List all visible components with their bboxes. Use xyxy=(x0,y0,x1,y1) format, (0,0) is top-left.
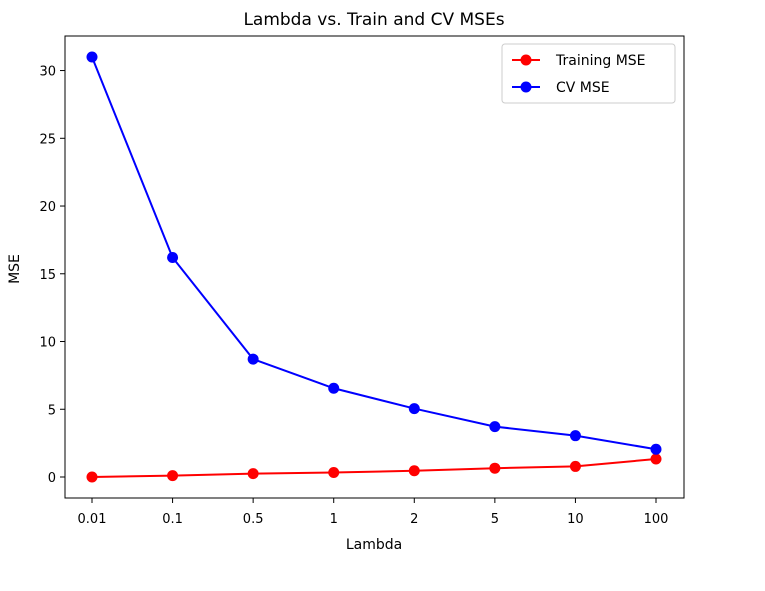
training-mse-point xyxy=(328,467,340,479)
cv-mse-point xyxy=(489,421,501,433)
cv-mse-point xyxy=(408,403,420,415)
x-tick-label: 100 xyxy=(644,512,669,527)
legend-label: Training MSE xyxy=(555,53,646,69)
x-tick-label: 10 xyxy=(567,512,584,527)
cv-mse-point xyxy=(569,430,581,442)
training-mse-point xyxy=(247,468,259,480)
x-tick-label: 0.5 xyxy=(243,512,264,527)
y-tick-label: 30 xyxy=(39,65,56,80)
x-tick-label: 0.01 xyxy=(78,512,107,527)
y-tick-label: 0 xyxy=(48,471,56,486)
chart-title: Lambda vs. Train and CV MSEs xyxy=(243,10,504,30)
y-tick-label: 10 xyxy=(39,336,56,351)
training-mse-point xyxy=(569,460,581,472)
cv-mse-point xyxy=(247,353,259,365)
plot-area xyxy=(86,51,662,483)
x-tick-label: 0.1 xyxy=(162,512,183,527)
training-mse-point xyxy=(650,453,662,465)
training-mse-point xyxy=(408,465,420,477)
y-tick-label: 20 xyxy=(39,200,56,215)
x-tick-label: 1 xyxy=(330,512,338,527)
legend-frame xyxy=(501,43,676,104)
series-line-training-mse xyxy=(91,457,657,478)
y-axis-label: MSE xyxy=(7,254,23,284)
legend-label: CV MSE xyxy=(556,80,610,96)
x-tick-label: 2 xyxy=(410,512,418,527)
y-tick-label: 5 xyxy=(48,403,56,418)
cv-mse-point xyxy=(86,51,98,63)
x-tick-label: 5 xyxy=(491,512,499,527)
y-tick-label: 15 xyxy=(39,268,56,283)
training-mse-point xyxy=(489,462,501,474)
axes-frame xyxy=(64,35,685,499)
legend: Training MSE CV MSE xyxy=(501,43,676,104)
training-mse-point xyxy=(86,471,98,483)
training-mse-point xyxy=(167,470,179,482)
legend-marker xyxy=(520,54,532,66)
cv-mse-point xyxy=(167,252,179,264)
series-line-cv-mse xyxy=(91,56,657,451)
x-axis-label: Lambda xyxy=(346,537,402,553)
cv-mse-point xyxy=(328,382,340,394)
legend-marker xyxy=(520,81,532,93)
cv-mse-point xyxy=(650,443,662,455)
y-tick-label: 25 xyxy=(39,132,56,147)
